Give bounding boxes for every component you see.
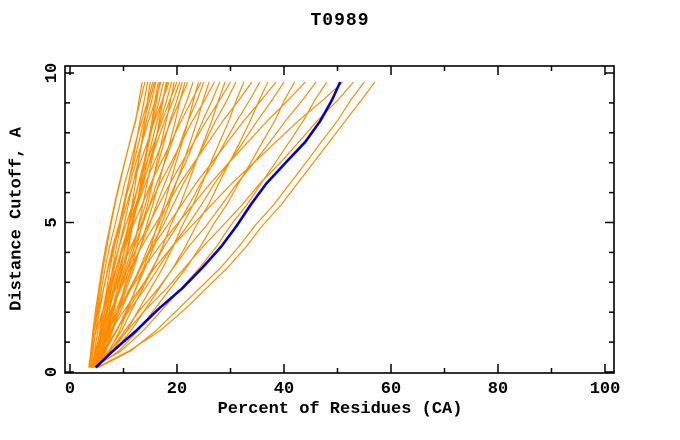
model-curve xyxy=(96,81,376,369)
model-curve xyxy=(92,81,178,368)
model-curve xyxy=(92,81,306,368)
model-curve xyxy=(95,81,156,368)
model-curve xyxy=(96,81,181,368)
model-curve xyxy=(91,81,194,368)
x-tick-label: 40 xyxy=(274,380,294,399)
y-tick-label: 0 xyxy=(43,367,62,377)
model-curve xyxy=(96,81,317,368)
model-curve xyxy=(92,81,226,368)
x-axis-label: Percent of Residues (CA) xyxy=(217,400,463,419)
x-tick-label: 20 xyxy=(167,380,187,399)
model-curve xyxy=(95,81,344,368)
highlight-curve xyxy=(94,81,342,369)
model-curve xyxy=(91,81,253,368)
model-curve xyxy=(97,81,277,368)
x-tick-label: 0 xyxy=(65,380,75,399)
model-curve xyxy=(94,81,168,368)
model-curve xyxy=(92,81,269,368)
chart-title: T0989 xyxy=(310,11,370,31)
y-tick-label: 10 xyxy=(43,63,62,83)
model-curve xyxy=(91,81,161,368)
x-tick-label: 60 xyxy=(381,380,401,399)
model-curve xyxy=(89,81,202,368)
model-curve xyxy=(90,81,186,368)
model-curve xyxy=(90,81,285,368)
y-axis-label: Distance Cutoff, A xyxy=(7,127,27,311)
model-curve xyxy=(88,81,146,368)
model-curve xyxy=(92,81,328,369)
model-curve xyxy=(93,81,354,368)
model-curve xyxy=(98,81,365,369)
model-curve xyxy=(93,81,245,368)
x-tick-label: 100 xyxy=(590,380,621,399)
plot-frame xyxy=(64,65,615,374)
y-tick-label: 5 xyxy=(43,217,62,227)
x-tick-label: 80 xyxy=(488,380,508,399)
